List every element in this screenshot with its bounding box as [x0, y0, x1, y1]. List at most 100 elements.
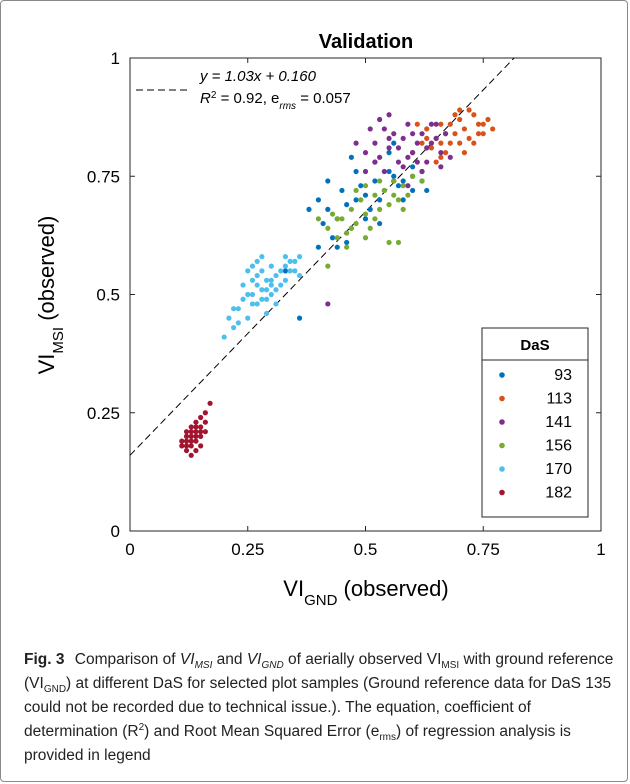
- data-point-156: [419, 178, 425, 184]
- legend-label-141: 141: [545, 414, 572, 431]
- data-point-141: [410, 150, 416, 156]
- x-tick-label: 0.5: [354, 540, 378, 559]
- data-point-156: [367, 225, 373, 231]
- data-point-182: [188, 433, 194, 439]
- data-point-170: [282, 254, 289, 260]
- legend-label-170: 170: [545, 461, 572, 478]
- data-point-141: [424, 159, 430, 165]
- y-tick-label: 0: [111, 522, 120, 541]
- data-point-170: [249, 301, 256, 307]
- data-point-170: [282, 263, 289, 269]
- data-point-170: [273, 301, 279, 307]
- data-point-113: [414, 121, 420, 127]
- data-point-93: [334, 244, 340, 250]
- data-point-156: [358, 197, 364, 203]
- data-point-93: [395, 183, 402, 189]
- data-point-141: [372, 159, 378, 165]
- data-point-113: [447, 140, 453, 146]
- data-point-182: [183, 438, 190, 444]
- data-point-170: [259, 296, 265, 302]
- data-point-156: [353, 187, 359, 194]
- data-point-113: [457, 140, 463, 146]
- data-point-170: [231, 306, 237, 312]
- data-point-156: [334, 216, 340, 222]
- data-point-141: [395, 145, 402, 151]
- data-point-170: [235, 320, 241, 326]
- data-point-93: [306, 206, 312, 212]
- data-point-182: [179, 438, 185, 444]
- data-point-113: [471, 112, 477, 118]
- data-point-141: [424, 145, 430, 151]
- figure-caption: Fig. 3 Comparison of VIMSI and VIGND of …: [24, 648, 614, 768]
- equation-annotation: y = 1.03x + 0.160 R2 = 0.92, erms = 0.05…: [136, 68, 351, 112]
- data-point-93: [296, 315, 303, 321]
- x-tick-label: 1: [596, 540, 605, 559]
- rms-value: = 0.057: [296, 90, 351, 107]
- data-point-93: [400, 197, 406, 203]
- data-point-113: [442, 150, 449, 156]
- data-point-113: [475, 121, 482, 127]
- data-point-93: [362, 216, 369, 222]
- data-point-170: [287, 258, 293, 264]
- y-axis-label: VIMSI (observed): [34, 216, 67, 375]
- data-point-113: [475, 131, 482, 137]
- legend-label-182: 182: [545, 485, 572, 502]
- data-point-93: [282, 268, 289, 274]
- caption-label: Fig. 3: [24, 651, 65, 668]
- data-point-182: [198, 414, 204, 421]
- data-point-113: [480, 121, 486, 127]
- data-point-93: [410, 164, 416, 170]
- data-point-141: [377, 116, 383, 123]
- data-point-156: [386, 239, 392, 246]
- legend-items: 93 113 141 156 170 182: [499, 367, 572, 502]
- data-point-182: [193, 419, 199, 425]
- y-tick-label: 1: [111, 49, 120, 68]
- r2-value: = 0.92, e: [216, 90, 279, 107]
- data-point-170: [249, 291, 256, 298]
- data-point-93: [329, 235, 336, 241]
- x-tick-label: 0.25: [231, 540, 264, 559]
- data-point-93: [339, 187, 345, 194]
- data-point-156: [348, 225, 354, 231]
- y-label-rest: (observed): [34, 216, 59, 327]
- data-point-93: [377, 220, 383, 227]
- y-tick-label: 0.5: [96, 286, 120, 305]
- data-point-182: [188, 424, 194, 430]
- points-layer: [179, 107, 496, 458]
- data-point-156: [372, 216, 378, 222]
- data-point-141: [400, 135, 406, 142]
- data-point-113: [424, 126, 430, 132]
- data-point-170: [292, 268, 298, 274]
- caption-text-7: ) of regression analysis is provided in …: [24, 723, 571, 764]
- caption-text-4: with ground reference (VI: [24, 651, 614, 692]
- data-point-182: [188, 438, 194, 444]
- r2-exponent: 2: [211, 90, 217, 101]
- data-point-141: [447, 154, 453, 160]
- data-point-156: [362, 183, 369, 189]
- data-point-170: [249, 277, 256, 283]
- data-point-156: [348, 206, 354, 212]
- x-tick-label: 0.75: [467, 540, 500, 559]
- data-point-182: [198, 429, 204, 435]
- data-point-141: [419, 131, 425, 137]
- data-point-170: [245, 268, 251, 274]
- data-point-141: [395, 159, 402, 165]
- data-point-182: [188, 452, 194, 458]
- data-point-170: [221, 334, 227, 340]
- data-point-170: [282, 277, 289, 283]
- legend-marker-141: [499, 419, 505, 425]
- data-point-156: [386, 202, 392, 208]
- data-point-141: [405, 183, 411, 189]
- data-point-156: [410, 173, 416, 179]
- data-point-156: [329, 211, 336, 217]
- data-point-141: [386, 135, 392, 142]
- data-point-156: [344, 244, 350, 250]
- data-point-182: [183, 433, 190, 439]
- legend-label-93: 93: [554, 367, 572, 384]
- legend-marker-182: [499, 489, 505, 496]
- legend-marker-113: [499, 395, 505, 402]
- data-point-156: [344, 230, 350, 236]
- data-point-170: [254, 282, 260, 288]
- data-point-113: [424, 135, 430, 142]
- data-point-93: [344, 202, 350, 208]
